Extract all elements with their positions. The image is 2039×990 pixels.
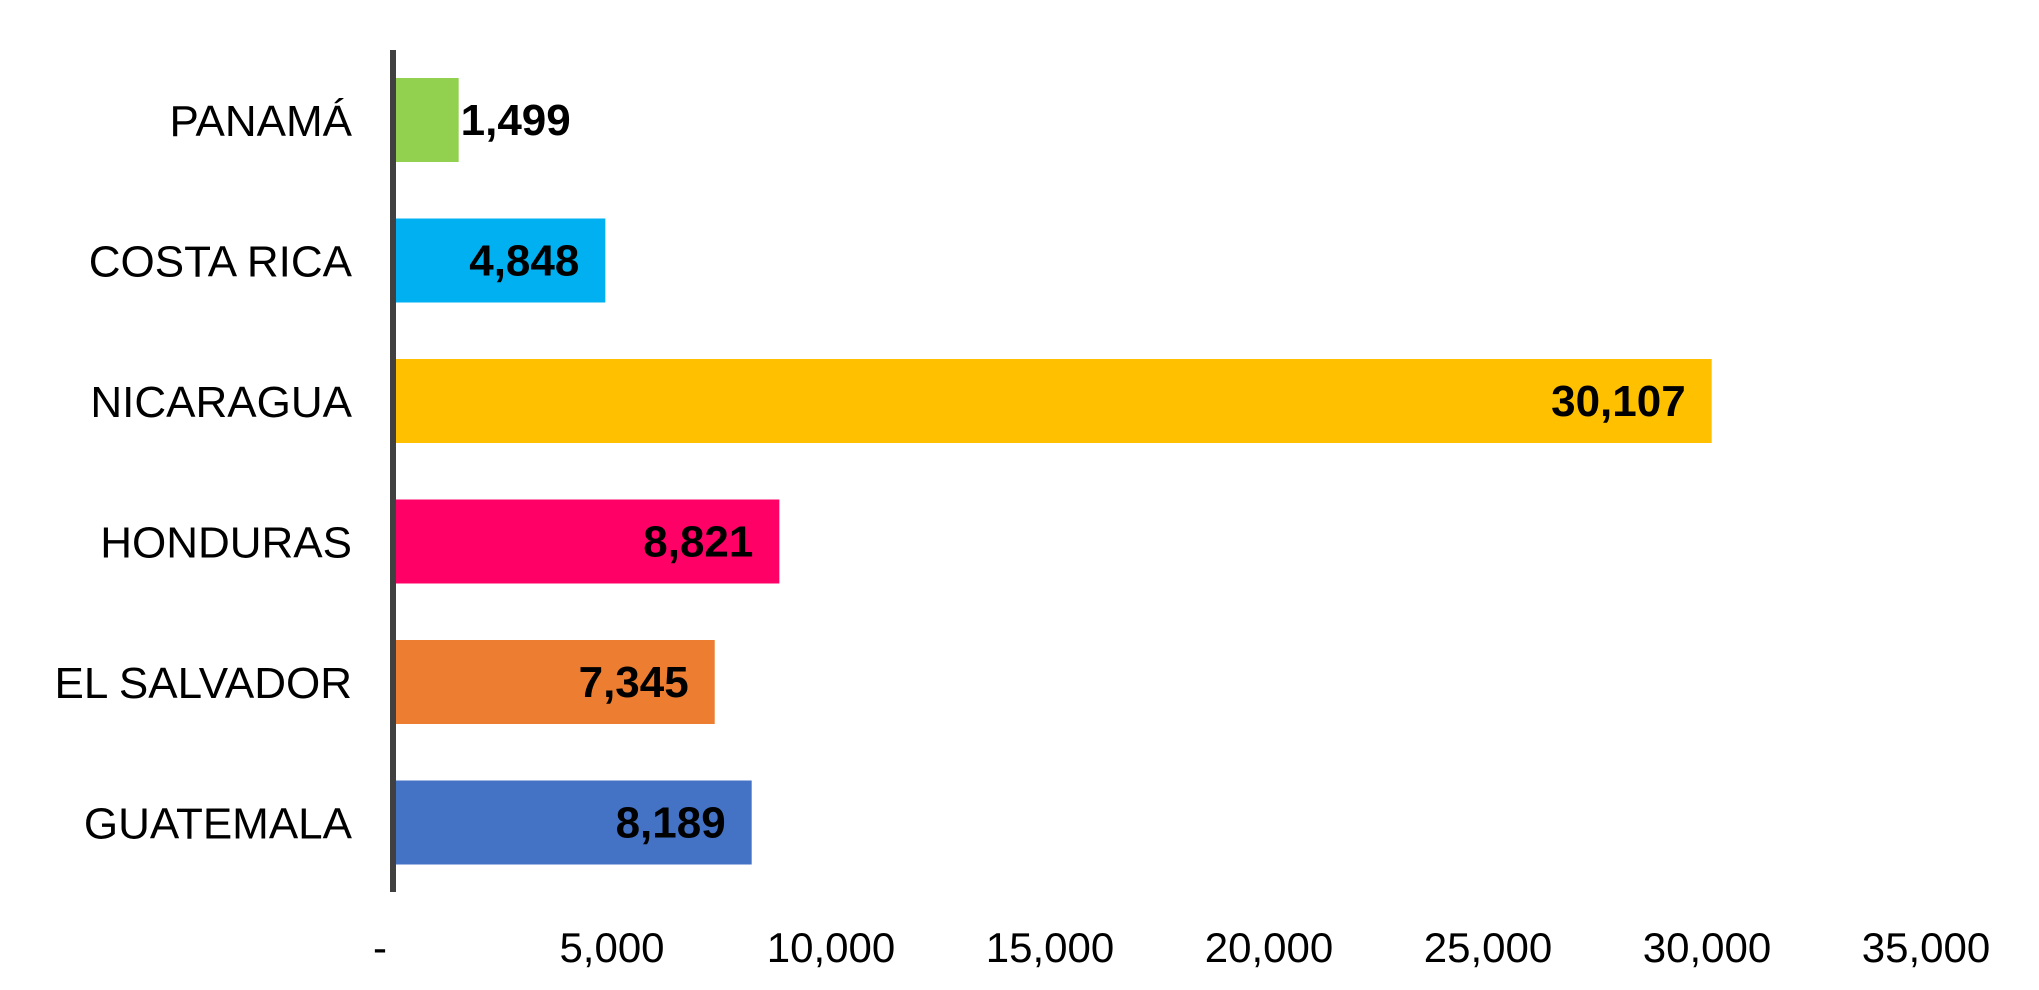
bar-guatemala: [393, 780, 752, 865]
category-label: HONDURAS: [100, 519, 352, 568]
x-tick-label: 25,000: [1424, 924, 1552, 971]
x-tick-label: 10,000: [767, 924, 895, 971]
data-label: 4,848: [469, 237, 579, 286]
x-tick-label: 5,000: [559, 924, 664, 971]
x-tick-label: 30,000: [1643, 924, 1771, 971]
data-label: 8,189: [616, 799, 726, 848]
x-tick-label: -: [373, 924, 387, 971]
data-label: 8,821: [643, 518, 753, 567]
data-label: 7,345: [579, 658, 689, 707]
data-label: 1,499: [461, 96, 571, 145]
category-label: NICARAGUA: [90, 378, 352, 427]
category-label: COSTA RICA: [89, 238, 353, 287]
category-labels-group: PANAMÁ COSTA RICA NICARAGUA HONDURAS EL SALV…: [54, 97, 352, 849]
bar-nicaragua: [393, 359, 1712, 443]
x-tick-label: 15,000: [986, 924, 1114, 971]
bar-honduras: [393, 499, 780, 584]
category-label: PANAMÁ: [169, 97, 352, 146]
x-tick-label: 20,000: [1205, 924, 1333, 971]
data-labels-group: 1,499 4,848 30,107 8,821 7,345 8,189: [461, 96, 1686, 848]
bar-panam-: [393, 78, 459, 162]
bars-group: [393, 78, 1712, 865]
x-axis-tick-labels: - 5,000 10,000 15,000 20,000 25,000 30,000 35,0…: [373, 924, 1990, 971]
bar-el-salvador: [393, 640, 715, 724]
data-label: 30,107: [1551, 377, 1686, 426]
x-tick-label: 35,000: [1862, 924, 1990, 971]
category-label: GUATEMALA: [84, 800, 353, 849]
bar-costa-rica: [393, 218, 606, 303]
category-label: EL SALVADOR: [54, 659, 352, 708]
